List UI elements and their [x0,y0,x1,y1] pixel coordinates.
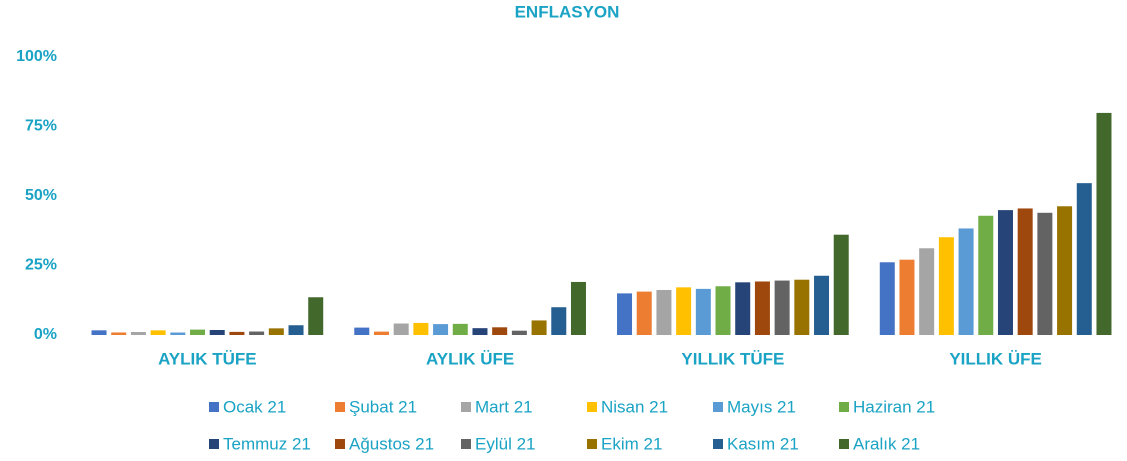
bar [814,275,830,335]
legend-swatch [209,402,219,412]
y-tick-label: 50% [25,187,57,204]
bar [794,279,810,335]
legend-swatch [335,439,345,449]
bar [472,328,488,335]
legend-swatch [839,439,849,449]
bar [268,328,284,335]
bar [1057,206,1073,335]
legend-swatch [335,402,345,412]
bar [656,289,672,335]
legend-label: Nisan 21 [601,397,668,416]
bar [111,332,127,335]
bar [531,320,547,335]
legend-label: Ocak 21 [223,397,286,416]
x-tick-label: YILLIK TÜFE [681,349,784,368]
x-tick-label: YILLIK ÜFE [949,349,1042,368]
legend-swatch [587,439,597,449]
bar [958,228,974,335]
y-tick-label: 100% [16,48,57,65]
bar [938,237,954,335]
x-tick-label: AYLIK ÜFE [426,349,514,368]
bar [308,297,324,335]
x-tick-label: AYLIK TÜFE [158,349,257,368]
legend-label: Mayıs 21 [727,397,796,416]
bar [91,330,107,335]
legend-label: Ağustos 21 [349,434,434,453]
bar [492,327,508,335]
bar [715,286,731,335]
bar [1037,212,1053,335]
bar [551,307,567,335]
legend-swatch [713,402,723,412]
bar [754,281,770,335]
bar [190,329,206,335]
legend-swatch [713,439,723,449]
legend-swatch [587,402,597,412]
bar [354,327,370,335]
bar [433,324,449,335]
bar [452,323,468,335]
bar [676,287,692,335]
bar [511,330,527,335]
bar [735,282,751,335]
bar [899,259,915,335]
legend-label: Kasım 21 [727,434,799,453]
bar [774,280,790,335]
y-tick-label: 75% [25,118,57,135]
legend-swatch [209,439,219,449]
bar [617,293,633,335]
bar [997,210,1013,335]
legend-label: Şubat 21 [349,397,417,416]
bar [879,262,895,335]
legend-label: Haziran 21 [853,397,935,416]
bar [1096,112,1112,336]
bar [413,322,429,335]
bar [393,323,409,335]
bar [209,329,225,335]
bar [170,332,186,335]
bar [919,248,935,335]
y-tick-label: 0% [34,326,57,343]
legend-swatch [839,402,849,412]
legend-label: Mart 21 [475,397,533,416]
y-tick-label: 25% [25,257,57,274]
chart-title: ENFLASYON [515,2,620,21]
bar [978,215,994,335]
bar [229,331,245,335]
bar [570,281,586,335]
bar [288,325,304,335]
legend-label: Eylül 21 [475,434,535,453]
legend-swatch [461,439,471,449]
legend-label: Aralık 21 [853,434,920,453]
legend-label: Temmuz 21 [223,434,311,453]
legend-swatch [461,402,471,412]
bar [833,234,849,335]
legend-label: Ekim 21 [601,434,662,453]
bar [1076,183,1092,335]
bar [373,331,389,335]
bar [150,330,166,335]
bar [695,288,711,335]
bar [1017,208,1033,335]
bar [130,331,146,335]
bar [249,331,265,335]
bar [636,291,652,335]
